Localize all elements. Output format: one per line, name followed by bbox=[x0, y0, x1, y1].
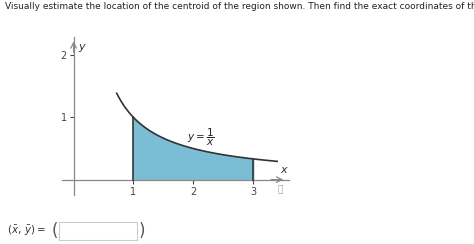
Text: ): ) bbox=[139, 222, 146, 240]
Text: ⓘ: ⓘ bbox=[277, 186, 283, 195]
Text: y: y bbox=[78, 41, 85, 51]
Text: $(\bar{x},\, \bar{y}) =$: $(\bar{x},\, \bar{y}) =$ bbox=[7, 224, 46, 238]
Text: x: x bbox=[280, 165, 286, 175]
Text: $y = \dfrac{1}{x}$: $y = \dfrac{1}{x}$ bbox=[187, 127, 215, 148]
Text: (: ( bbox=[51, 222, 58, 240]
Text: Visually estimate the location of the centroid of the region shown. Then find th: Visually estimate the location of the ce… bbox=[5, 2, 474, 11]
